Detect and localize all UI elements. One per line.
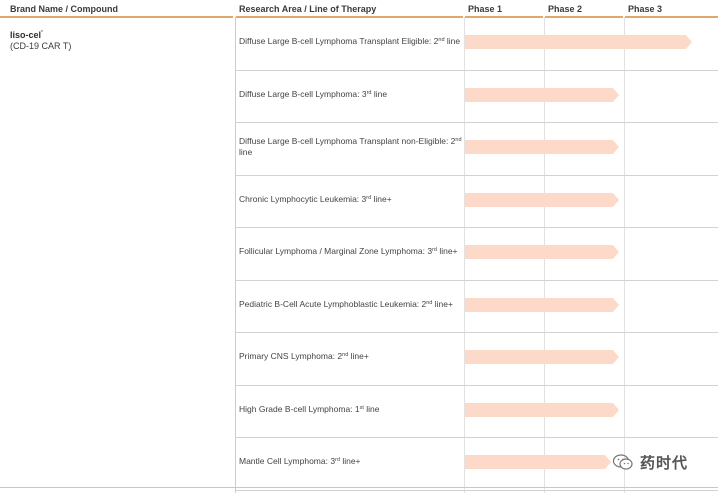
header-rule bbox=[236, 16, 463, 18]
table-bottom-rule bbox=[0, 487, 718, 488]
indication-label: Pediatric B-Cell Acute Lymphoblastic Leu… bbox=[239, 299, 464, 310]
phase-progress-arrow bbox=[465, 350, 619, 365]
row-separator bbox=[236, 489, 718, 491]
phase-progress-arrow bbox=[465, 297, 619, 312]
phase-progress-arrow bbox=[465, 245, 619, 260]
indication-line: line bbox=[444, 36, 461, 47]
indication-label: Chronic Lymphocytic Leukemia: 3rd line+ bbox=[239, 194, 464, 205]
indication-text: Diffuse Large B-cell Lymphoma Transplant… bbox=[239, 136, 456, 147]
compound-name: liso-cel bbox=[10, 30, 42, 40]
indication-text: Diffuse Large B-cell Lymphoma Transplant… bbox=[239, 36, 439, 47]
indication-text: Pediatric B-Cell Acute Lymphoblastic Leu… bbox=[239, 298, 427, 309]
compound-subtitle: (CD-19 CAR T) bbox=[10, 41, 72, 51]
indication-text: High Grade B-cell Lymphoma: 1 bbox=[239, 403, 360, 414]
phase-progress-arrow bbox=[465, 192, 619, 207]
row-separator bbox=[236, 437, 718, 438]
header-rule bbox=[465, 16, 543, 18]
indication-line: line+ bbox=[436, 246, 458, 257]
ordinal-suffix: st bbox=[359, 404, 364, 411]
watermark: 药时代 bbox=[612, 450, 688, 474]
ordinal-suffix: nd bbox=[438, 37, 445, 44]
indication-label: Mantle Cell Lymphoma: 3rd line+ bbox=[239, 456, 464, 467]
phase-progress-arrow bbox=[465, 402, 619, 417]
ordinal-suffix: nd bbox=[342, 352, 349, 359]
row-separator bbox=[236, 69, 718, 71]
phase-progress-arrow bbox=[465, 87, 619, 102]
header-phase-3: Phase 3 bbox=[628, 4, 663, 14]
row-separator bbox=[236, 122, 718, 123]
indication-text: Chronic Lymphocytic Leukemia: 3 bbox=[239, 193, 367, 204]
header-rule bbox=[545, 16, 623, 18]
ordinal-suffix: rd bbox=[335, 457, 340, 464]
indication-text: Follicular Lymphoma / Marginal Zone Lymp… bbox=[239, 246, 433, 257]
phase-progress-arrow bbox=[465, 35, 692, 50]
indication-text: Mantle Cell Lymphoma: 3 bbox=[239, 456, 336, 467]
indication-label: Primary CNS Lymphoma: 2nd line+ bbox=[239, 351, 464, 362]
indication-line: line bbox=[371, 88, 388, 99]
watermark-text: 药时代 bbox=[640, 454, 689, 472]
indication-label: Diffuse Large B-cell Lymphoma Transplant… bbox=[239, 136, 464, 157]
ordinal-suffix: nd bbox=[426, 299, 433, 306]
indication-line: line+ bbox=[371, 193, 392, 204]
phase-progress-arrow bbox=[465, 140, 619, 155]
indication-label: Diffuse Large B-cell Lymphoma: 3rd line bbox=[239, 89, 464, 100]
indication-label: Follicular Lymphoma / Marginal Zone Lymp… bbox=[239, 246, 464, 257]
indication-line: line+ bbox=[339, 456, 361, 467]
header-rule bbox=[0, 16, 233, 18]
column-divider bbox=[624, 17, 625, 493]
ordinal-suffix: nd bbox=[455, 137, 462, 144]
indication-line: line bbox=[239, 146, 253, 157]
header-phase-1: Phase 1 bbox=[468, 4, 503, 14]
column-divider bbox=[464, 17, 465, 493]
column-divider bbox=[235, 17, 236, 493]
ordinal-suffix: rd bbox=[366, 194, 372, 201]
header-compound: Brand Name / Compound bbox=[10, 4, 119, 14]
indication-label: High Grade B-cell Lymphoma: 1st line bbox=[239, 404, 464, 415]
wechat-icon bbox=[612, 454, 633, 470]
indication-line: line bbox=[363, 403, 380, 414]
indication-text: Diffuse Large B-cell Lymphoma: 3 bbox=[239, 88, 367, 99]
header-rule bbox=[625, 16, 718, 18]
row-separator bbox=[236, 279, 718, 281]
row-separator bbox=[236, 174, 718, 176]
row-separator bbox=[236, 227, 718, 228]
indication-label: Diffuse Large B-cell Lymphoma Transplant… bbox=[239, 36, 464, 47]
ordinal-suffix: rd bbox=[432, 247, 437, 254]
row-separator bbox=[236, 332, 718, 333]
compound-mark: * bbox=[41, 30, 43, 36]
header-phase-2: Phase 2 bbox=[548, 4, 583, 14]
indication-text: Primary CNS Lymphoma: 2 bbox=[239, 351, 343, 362]
row-separator bbox=[236, 384, 718, 386]
indication-line: line+ bbox=[432, 298, 453, 309]
phase-progress-arrow bbox=[465, 455, 611, 470]
compound-cell: liso-cel* (CD-19 CAR T) bbox=[10, 28, 71, 52]
header-indication: Research Area / Line of Therapy bbox=[239, 4, 377, 14]
indication-line: line+ bbox=[348, 351, 369, 362]
ordinal-suffix: rd bbox=[366, 89, 372, 96]
